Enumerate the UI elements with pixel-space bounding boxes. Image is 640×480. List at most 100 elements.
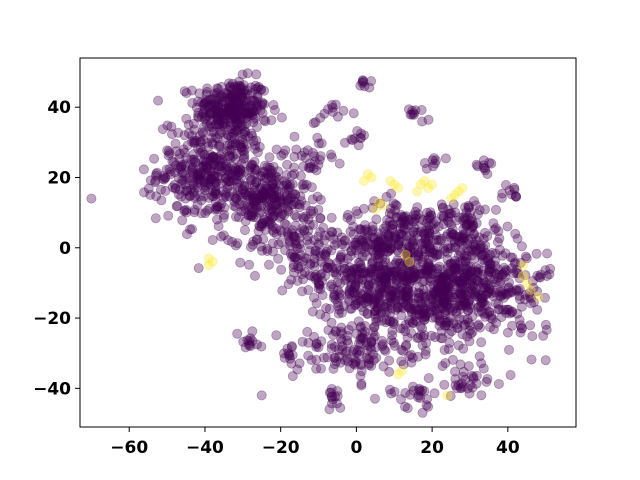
data-point-class-0 — [315, 251, 326, 262]
data-point-class-0 — [237, 134, 248, 145]
data-point-class-0 — [211, 214, 222, 225]
data-point-class-0 — [209, 188, 220, 199]
data-point-class-0 — [397, 303, 408, 314]
data-point-class-0 — [363, 287, 374, 298]
data-point-class-0 — [418, 268, 429, 279]
data-point-class-0 — [484, 260, 495, 271]
data-point-class-0 — [222, 110, 233, 121]
data-point-class-0 — [265, 183, 276, 194]
data-point-class-0 — [409, 298, 420, 309]
data-point-class-0 — [301, 179, 312, 190]
data-point-class-0 — [206, 173, 217, 184]
data-point-class-0 — [215, 160, 226, 171]
data-point-class-0 — [246, 159, 257, 170]
data-point-class-0 — [335, 265, 346, 276]
data-point-class-0 — [397, 270, 408, 281]
data-point-class-0 — [384, 244, 395, 255]
data-point-class-0 — [245, 175, 256, 186]
data-point-class-0 — [325, 281, 336, 292]
data-point-class-0 — [266, 173, 277, 184]
data-point-class-0 — [421, 163, 432, 174]
data-point-class-0 — [335, 278, 346, 289]
data-point-class-0 — [349, 264, 360, 275]
data-point-class-0 — [200, 157, 211, 168]
data-point-class-0 — [464, 286, 475, 297]
data-point-class-0 — [167, 182, 178, 193]
data-point-class-0 — [224, 95, 235, 106]
data-point-class-0 — [160, 185, 171, 196]
data-point-class-0 — [455, 283, 466, 294]
data-point-class-0 — [212, 83, 223, 94]
data-point-class-0 — [230, 124, 241, 135]
data-point-class-0 — [381, 280, 392, 291]
data-point-class-1 — [392, 182, 403, 193]
data-point-class-0 — [283, 231, 294, 242]
data-point-class-0 — [477, 265, 488, 276]
points-layer — [86, 68, 556, 418]
data-point-class-0 — [209, 98, 220, 109]
data-point-class-0 — [230, 103, 241, 114]
data-point-class-0 — [446, 219, 457, 230]
data-point-class-0 — [457, 255, 468, 266]
data-point-class-0 — [506, 189, 517, 200]
data-point-class-0 — [214, 202, 225, 213]
data-point-class-1 — [446, 193, 457, 204]
data-point-class-0 — [239, 166, 250, 177]
data-point-class-0 — [404, 301, 415, 312]
data-point-class-0 — [356, 274, 367, 285]
data-point-class-0 — [386, 303, 397, 314]
data-point-class-0 — [232, 119, 243, 130]
data-point-class-1 — [370, 204, 381, 215]
data-point-class-0 — [274, 196, 285, 207]
data-point-class-0 — [359, 330, 370, 341]
data-point-class-0 — [442, 299, 453, 310]
data-point-class-0 — [319, 230, 330, 241]
data-point-class-0 — [232, 93, 243, 104]
data-point-class-0 — [336, 239, 347, 250]
data-point-class-0 — [248, 95, 259, 106]
data-point-class-0 — [429, 289, 440, 300]
data-point-class-0 — [257, 108, 268, 119]
data-point-class-0 — [493, 272, 504, 283]
data-point-class-0 — [465, 274, 476, 285]
data-point-class-0 — [422, 228, 433, 239]
data-point-class-0 — [230, 240, 241, 251]
data-point-class-0 — [267, 246, 278, 257]
data-point-class-1 — [533, 291, 544, 302]
data-point-class-0 — [216, 97, 227, 108]
data-point-class-0 — [268, 161, 279, 172]
data-point-class-0 — [237, 69, 248, 80]
data-point-class-0 — [294, 232, 305, 243]
data-point-class-0 — [403, 287, 414, 298]
data-point-class-0 — [191, 135, 202, 146]
data-point-class-0 — [308, 118, 319, 129]
data-point-class-0 — [226, 131, 237, 142]
data-point-class-0 — [382, 301, 393, 312]
data-point-class-0 — [504, 308, 515, 319]
data-point-class-0 — [498, 304, 509, 315]
data-point-class-0 — [443, 344, 454, 355]
data-point-class-0 — [241, 98, 252, 109]
data-point-class-0 — [204, 121, 215, 132]
data-point-class-0 — [195, 136, 206, 147]
data-point-class-0 — [448, 229, 459, 240]
data-point-class-0 — [280, 245, 291, 256]
data-point-class-0 — [510, 191, 521, 202]
data-point-class-0 — [417, 244, 428, 255]
data-point-class-0 — [465, 302, 476, 313]
data-point-class-0 — [494, 269, 505, 280]
data-point-class-0 — [193, 177, 204, 188]
data-point-class-0 — [418, 308, 429, 319]
data-point-class-0 — [272, 203, 283, 214]
data-point-class-0 — [235, 117, 246, 128]
data-point-class-0 — [467, 326, 478, 337]
data-point-class-0 — [247, 159, 258, 170]
data-point-class-0 — [369, 269, 380, 280]
data-point-class-0 — [249, 169, 260, 180]
data-point-class-0 — [403, 315, 414, 326]
data-point-class-0 — [253, 226, 264, 237]
data-point-class-0 — [179, 86, 190, 97]
data-point-class-0 — [228, 101, 239, 112]
data-point-class-0 — [251, 101, 262, 112]
data-point-class-0 — [357, 234, 368, 245]
